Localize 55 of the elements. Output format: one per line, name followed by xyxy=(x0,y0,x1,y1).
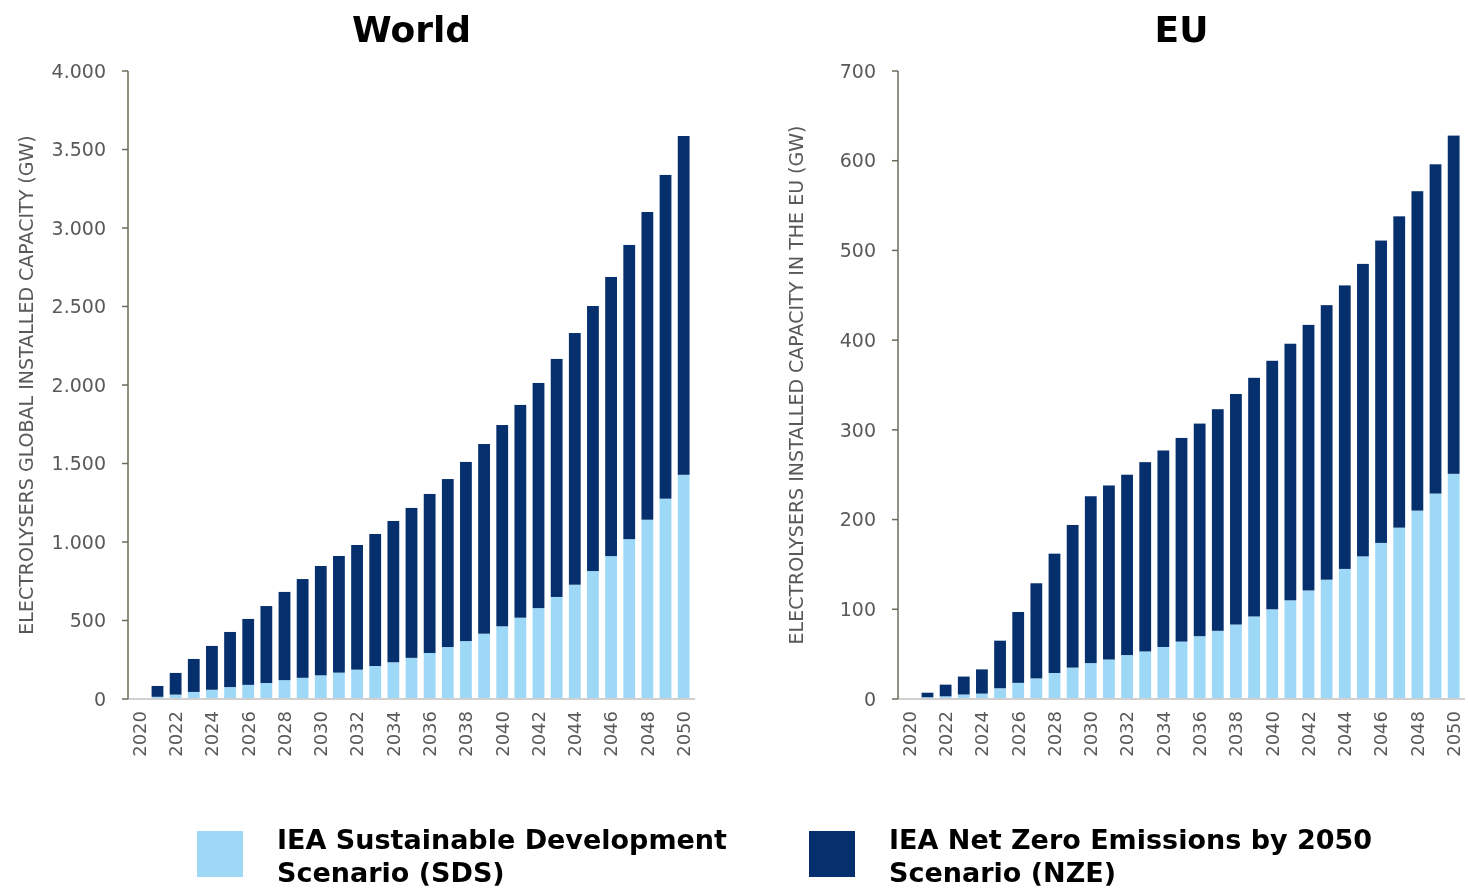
x-tick-label: 2022 xyxy=(934,711,956,757)
x-tick-label: 2042 xyxy=(527,711,549,757)
legend-label: IEA Net Zero Emissions by 2050 Scenario (NZE) xyxy=(889,824,1373,888)
y-tick-label: 600 xyxy=(839,149,876,172)
y-axis-title: ELECTROLYSERS INSTALLED CAPACITY IN THE EU (GW) xyxy=(785,125,807,645)
x-tick-label: 2048 xyxy=(1406,711,1428,757)
y-tick-label: 0 xyxy=(93,687,106,710)
x-tick-label: 2022 xyxy=(164,711,186,757)
x-tick-label: 2034 xyxy=(382,711,404,757)
x-tick-label: 2038 xyxy=(455,711,477,757)
x-tick-label: 2040 xyxy=(1261,711,1283,757)
x-tick-label: 2050 xyxy=(1442,711,1464,757)
x-tick-label: 2024 xyxy=(201,711,223,757)
y-tick-label: 1.500 xyxy=(51,452,106,475)
chart-title: World xyxy=(351,9,472,50)
x-tick-label: 2036 xyxy=(1188,711,1210,757)
x-tick-label: 2048 xyxy=(636,711,658,757)
y-tick-label: 4.000 xyxy=(51,59,106,82)
y-tick-label: 100 xyxy=(839,597,876,620)
y-tick-label: 500 xyxy=(69,609,106,632)
x-tick-label: 2044 xyxy=(1334,711,1356,757)
y-tick-label: 200 xyxy=(839,508,876,531)
y-tick-label: 3.000 xyxy=(51,216,106,239)
x-tick-label: 2042 xyxy=(1297,711,1319,757)
x-tick-label: 2032 xyxy=(346,711,368,757)
x-tick-label: 2046 xyxy=(1370,711,1392,757)
x-tick-label: 2024 xyxy=(971,711,993,757)
x-tick-label: 2030 xyxy=(1080,711,1102,757)
x-tick-label: 2026 xyxy=(237,711,259,757)
x-tick-label: 2030 xyxy=(310,711,332,757)
y-tick-label: 2.500 xyxy=(51,295,106,318)
x-tick-label: 2028 xyxy=(1043,711,1065,757)
x-tick-label: 2040 xyxy=(491,711,513,757)
y-tick-label: 2.000 xyxy=(51,373,106,396)
x-tick-label: 2020 xyxy=(898,711,920,757)
x-tick-label: 2050 xyxy=(672,711,694,757)
chart-title: EU xyxy=(1154,9,1209,50)
y-tick-label: 400 xyxy=(839,328,876,351)
y-tick-label: 700 xyxy=(839,59,876,82)
y-tick-label: 500 xyxy=(839,239,876,262)
x-tick-label: 2032 xyxy=(1116,711,1138,757)
y-tick-label: 1.000 xyxy=(51,530,106,553)
x-tick-label: 2038 xyxy=(1225,711,1247,757)
x-tick-label: 2020 xyxy=(128,711,150,757)
x-tick-label: 2036 xyxy=(418,711,440,757)
x-tick-label: 2028 xyxy=(273,711,295,757)
y-axis-title: ELECTROLYSERS GLOBAL INSTALLED CAPACITY (GW) xyxy=(15,135,37,635)
x-tick-label: 2034 xyxy=(1152,711,1174,757)
x-tick-label: 2046 xyxy=(600,711,622,757)
x-tick-label: 2026 xyxy=(1007,711,1029,757)
y-tick-label: 3.500 xyxy=(51,138,106,161)
y-tick-label: 300 xyxy=(839,418,876,441)
x-tick-label: 2044 xyxy=(564,711,586,757)
legend-label: IEA Sustainable Development Scenario (SDS) xyxy=(277,824,728,888)
y-tick-label: 0 xyxy=(863,687,876,710)
